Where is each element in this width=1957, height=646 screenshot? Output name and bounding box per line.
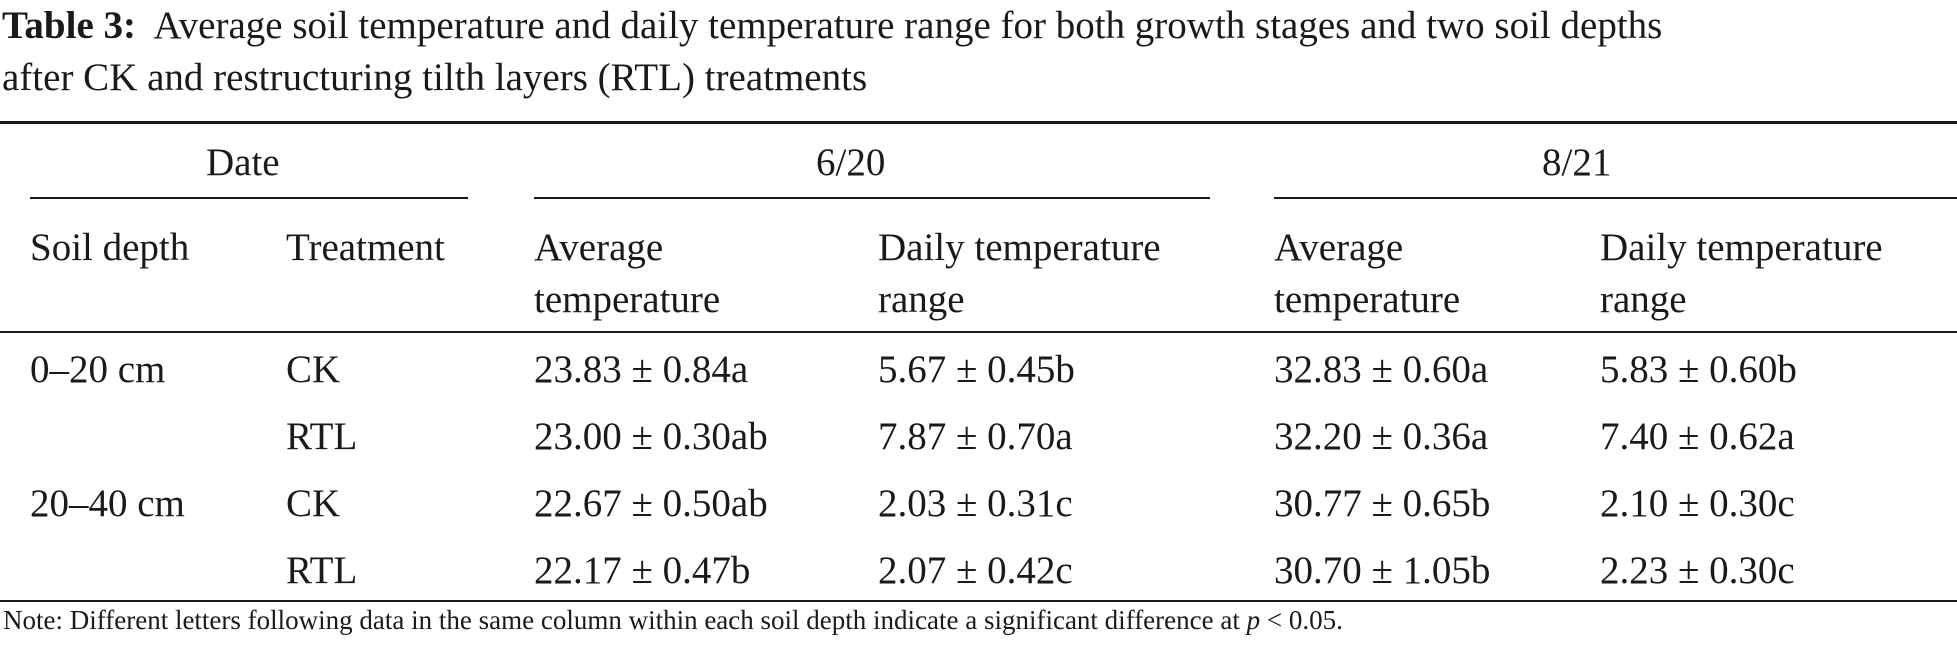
row-1-depth: 0–20 cm (30, 348, 166, 391)
row-1-avg2: 32.83 ± 0.60a (1274, 348, 1489, 391)
header-rule (0, 331, 1957, 333)
header-soil-depth: Soil depth (30, 226, 190, 269)
row-1-range2: 5.83 ± 0.60b (1600, 348, 1797, 391)
row-3-avg2: 30.77 ± 0.65b (1274, 482, 1491, 525)
row-4-avg2: 30.70 ± 1.05b (1274, 549, 1491, 592)
header-avg-temp-2-line1: Average (1274, 226, 1404, 269)
header-range-2-line1: Daily temperature (1600, 226, 1883, 269)
row-4-treatment: RTL (286, 549, 358, 592)
row-4-range2: 2.23 ± 0.30c (1600, 549, 1795, 592)
row-3-avg1: 22.67 ± 0.50ab (534, 482, 768, 525)
header-avg-temp-2: Average temperature (1274, 222, 1460, 326)
header-range-2: Daily temperature range (1600, 222, 1883, 326)
table-caption: Table 3: Average soil temperature and da… (2, 0, 1952, 104)
header-avg-temp-1: Average temperature (534, 222, 720, 326)
caption-line-1: Table 3: Average soil temperature and da… (2, 0, 1952, 52)
header-range-1: Daily temperature range (878, 222, 1161, 326)
header-avg-temp-2-line2: temperature (1274, 278, 1461, 321)
header-range-1-line1: Daily temperature (878, 226, 1161, 269)
header-group-6-20: 6/20 (816, 141, 886, 184)
row-3-depth: 20–40 cm (30, 482, 185, 525)
row-3-treatment: CK (286, 482, 341, 525)
row-2-range2: 7.40 ± 0.62a (1600, 415, 1795, 458)
row-3-range2: 2.10 ± 0.30c (1600, 482, 1795, 525)
bottom-rule (0, 600, 1957, 602)
row-2-avg2: 32.20 ± 0.36a (1274, 415, 1489, 458)
row-3-range1: 2.03 ± 0.31c (878, 482, 1073, 525)
row-1-treatment: CK (286, 348, 341, 391)
row-2-range1: 7.87 ± 0.70a (878, 415, 1073, 458)
row-2-avg1: 23.00 ± 0.30ab (534, 415, 768, 458)
header-range-1-line2: range (878, 278, 965, 321)
caption-text-1: Average soil temperature and daily tempe… (153, 4, 1663, 47)
row-1-range1: 5.67 ± 0.45b (878, 348, 1075, 391)
date-underline (30, 197, 468, 199)
note-suffix: < 0.05. (1260, 605, 1343, 635)
row-2-treatment: RTL (286, 415, 358, 458)
header-date: Date (206, 141, 280, 184)
header-avg-temp-1-line2: temperature (534, 278, 721, 321)
group2-underline (1274, 197, 1957, 199)
header-range-2-line2: range (1600, 278, 1687, 321)
row-4-range1: 2.07 ± 0.42c (878, 549, 1073, 592)
note-prefix: Note: Different letters following data i… (3, 605, 1247, 635)
header-group-8-21: 8/21 (1542, 141, 1612, 184)
top-rule (0, 121, 1957, 124)
header-avg-temp-1-line1: Average (534, 226, 664, 269)
note-p-symbol: p (1246, 605, 1261, 635)
row-4-avg1: 22.17 ± 0.47b (534, 549, 751, 592)
table-label: Table 3: (2, 4, 137, 47)
header-treatment: Treatment (286, 226, 445, 269)
row-1-avg1: 23.83 ± 0.84a (534, 348, 749, 391)
group1-underline (534, 197, 1210, 199)
caption-line-2: after CK and restructuring tilth layers … (2, 56, 868, 99)
table-note: Note: Different letters following data i… (3, 602, 1343, 638)
